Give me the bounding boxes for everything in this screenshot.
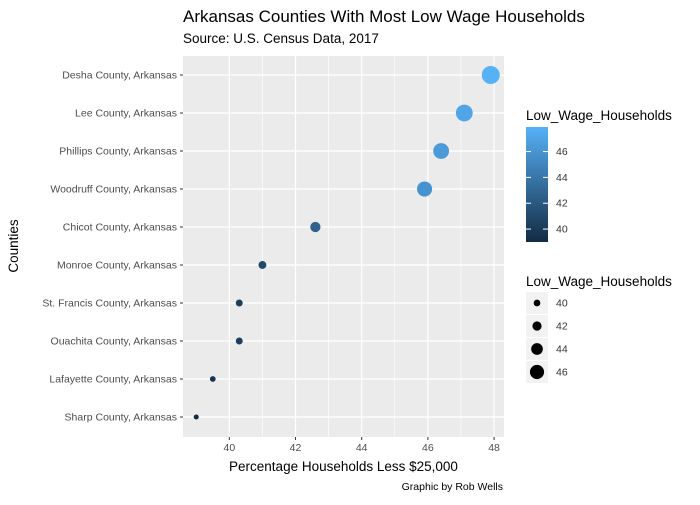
x-tick-label: 46 [422, 442, 434, 454]
y-tick-label: Lafayette County, Arkansas [49, 374, 177, 386]
data-point [209, 376, 216, 382]
size-legend-label: 44 [556, 344, 568, 356]
data-point [417, 181, 433, 197]
plot-panel [183, 56, 504, 437]
data-point [235, 299, 243, 307]
size-legend-dot [529, 364, 545, 380]
data-point [235, 337, 243, 345]
y-tick-label: Ouachita County, Arkansas [51, 336, 177, 348]
data-point [310, 221, 321, 233]
color-legend-title: Low_Wage_Households [526, 108, 672, 123]
y-axis-label: Counties [6, 219, 21, 273]
color-legend-label: 42 [556, 198, 568, 210]
x-tick-label: 42 [290, 442, 302, 454]
size-legend-dot [531, 343, 543, 355]
chart-subtitle: Source: U.S. Census Data, 2017 [183, 31, 379, 46]
y-tick-label: Sharp County, Arkansas [65, 412, 177, 424]
size-legend-title: Low_Wage_Households [526, 274, 672, 289]
size-legend-label: 46 [556, 367, 568, 379]
size-legend-label: 40 [556, 298, 568, 310]
x-tick-labels: 40 42 44 46 48 [223, 437, 500, 454]
color-legend-label: 46 [556, 146, 568, 158]
data-point [258, 261, 267, 269]
y-tick-label: Desha County, Arkansas [62, 70, 177, 82]
color-legend-label: 40 [556, 224, 568, 236]
size-legend-dot [532, 321, 542, 331]
size-legend-dot [533, 299, 541, 307]
size-legend: Low_Wage_Households 40 42 44 46 [526, 274, 672, 383]
chart-title: Arkansas Counties With Most Low Wage Hou… [183, 7, 585, 26]
y-tick-label: Monroe County, Arkansas [57, 260, 177, 272]
y-tick-label: Lee County, Arkansas [75, 108, 177, 120]
data-point [433, 143, 450, 159]
color-legend-label: 44 [556, 172, 568, 184]
x-tick-label: 44 [356, 442, 368, 454]
data-point [193, 414, 199, 420]
data-point [481, 66, 500, 84]
data-point [455, 104, 473, 122]
y-tick-labels: Desha County, Arkansas Lee County, Arkans… [42, 70, 183, 424]
chart-caption: Graphic by Rob Wells [402, 481, 503, 493]
y-tick-label: Chicot County, Arkansas [63, 222, 177, 234]
y-tick-label: Woodruff County, Arkansas [50, 184, 177, 196]
color-legend-bar [526, 127, 548, 242]
x-tick-label: 40 [223, 442, 235, 454]
y-tick-label: St. Francis County, Arkansas [42, 298, 177, 310]
y-tick-label: Phillips County, Arkansas [59, 146, 177, 158]
x-tick-label: 48 [488, 442, 500, 454]
size-legend-label: 42 [556, 321, 568, 333]
data-points [193, 66, 500, 420]
color-legend: Low_Wage_Households 40 42 44 46 [526, 108, 672, 242]
x-axis-label: Percentage Households Less $25,000 [229, 459, 458, 474]
